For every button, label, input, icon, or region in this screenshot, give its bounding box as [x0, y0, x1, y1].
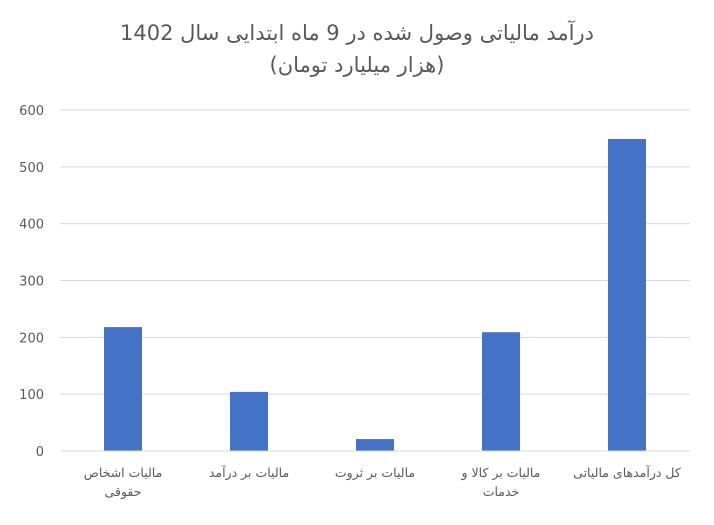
bar — [482, 332, 520, 451]
x-tick-label: حقوقی — [105, 484, 142, 500]
chart-title-line-1: درآمد مالیاتی وصول شده در 9 ماه ابتدایی … — [120, 20, 594, 45]
gridlines — [60, 109, 690, 395]
x-axis-labels: مالیات اشخاص حقوقی مالیات بر درآمد مالیات ب… — [84, 465, 681, 500]
y-tick-label: 0 — [36, 445, 44, 460]
y-tick-label: 500 — [19, 161, 44, 176]
bar — [230, 391, 268, 451]
chart-title-line-2: (هزار میلیارد تومان) — [270, 53, 445, 77]
x-tick-label: مالیات بر ثروت — [335, 465, 415, 481]
x-tick-label: مالیات اشخاص — [84, 465, 163, 481]
y-tick-label: 200 — [19, 331, 44, 346]
y-tick-label: 300 — [19, 275, 44, 290]
y-axis-ticks: 0 100 200 300 400 500 600 — [19, 104, 44, 460]
bars — [104, 138, 646, 452]
y-tick-label: 400 — [19, 218, 44, 233]
bar — [104, 327, 142, 451]
y-tick-label: 600 — [19, 104, 44, 119]
x-tick-label: مالیات بر کالا و — [461, 465, 541, 481]
bar — [356, 439, 394, 451]
y-tick-label: 100 — [19, 388, 44, 403]
bar — [608, 138, 646, 452]
x-tick-label: خدمات — [483, 484, 520, 499]
x-tick-label: کل درآمدهای مالیاتی — [573, 465, 681, 481]
x-tick-label: مالیات بر درآمد — [209, 465, 289, 481]
chart-title: درآمد مالیاتی وصول شده در 9 ماه ابتدایی … — [120, 20, 594, 77]
